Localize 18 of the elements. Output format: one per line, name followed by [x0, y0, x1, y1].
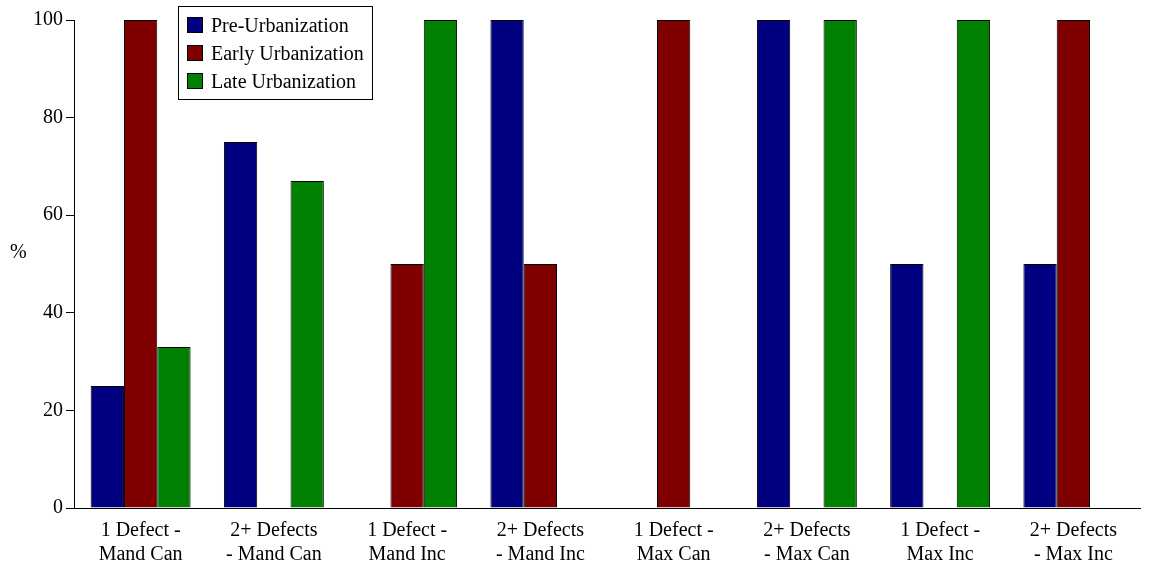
y-tick-label: 0 — [53, 495, 63, 518]
x-tick-label: 1 Defect - Max Inc — [900, 518, 981, 565]
x-tick-label: 2+ Defects - Max Inc — [1029, 518, 1118, 565]
legend-label: Late Urbanization — [211, 69, 356, 93]
x-tick-label: 1 Defect - Max Can — [633, 518, 714, 565]
y-tick-label: 80 — [43, 104, 63, 127]
y-tick-label: 60 — [43, 202, 63, 225]
x-tick-label: 1 Defect - Mand Inc — [367, 518, 448, 565]
x-tick-label: 2+ Defects - Mand Inc — [495, 518, 585, 565]
legend-label: Pre-Urbanization — [211, 13, 349, 37]
y-tick-label: 100 — [33, 7, 63, 30]
y-axis-title: % — [10, 240, 27, 263]
y-tick-label: 20 — [43, 397, 63, 420]
x-tick-label: 2+ Defects - Mand Can — [226, 518, 322, 565]
y-tick-label: 40 — [43, 300, 63, 323]
x-tick-label: 1 Defect - Mand Can — [98, 518, 183, 565]
x-tick-label: 2+ Defects - Max Can — [763, 518, 851, 565]
legend-label: Early Urbanization — [211, 41, 364, 65]
